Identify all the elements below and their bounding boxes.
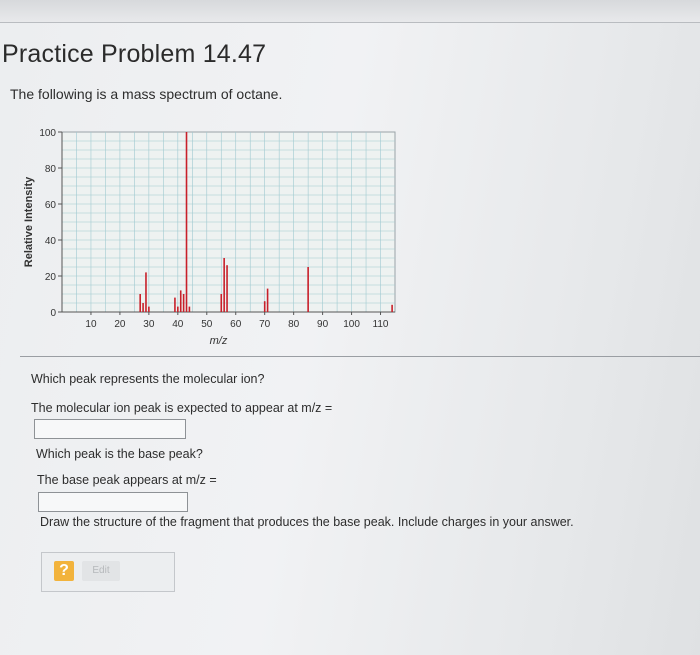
x-tick-label: 80	[288, 319, 300, 330]
problem-intro: The following is a mass spectrum of octa…	[10, 86, 283, 102]
page-title: Practice Problem 14.47	[2, 40, 267, 68]
base-peak-input[interactable]	[38, 492, 188, 512]
x-tick-label: 100	[343, 319, 360, 330]
x-tick-label: 70	[259, 319, 271, 330]
y-tick-label: 20	[45, 272, 57, 283]
x-tick-label: 90	[317, 319, 329, 330]
drawing-tool-panel: ? Edit	[41, 552, 175, 592]
divider	[20, 356, 700, 357]
question-draw-fragment: Draw the structure of the fragment that …	[40, 515, 574, 529]
edit-button[interactable]: Edit	[82, 561, 120, 581]
question-molecular-ion: Which peak represents the molecular ion?	[31, 372, 265, 386]
top-bar	[0, 0, 700, 23]
prompt-base-peak: The base peak appears at m/z =	[37, 473, 217, 487]
mass-spectrum-chart: 0 20 40 60 80 100 10 20 30 40 50 60 70 80 90 100 110 m/z R…	[0, 115, 420, 360]
y-axis-label: Relative Intensity	[23, 176, 35, 267]
molecular-ion-input[interactable]	[34, 419, 186, 439]
x-tick-label: 110	[373, 319, 389, 330]
x-tick-label: 20	[114, 319, 126, 330]
x-tick-label: 40	[172, 319, 184, 330]
x-axis-label: m/z	[210, 335, 228, 347]
y-tick-label: 80	[45, 164, 57, 175]
prompt-molecular-ion: The molecular ion peak is expected to ap…	[31, 401, 333, 415]
y-tick-label: 40	[45, 236, 57, 247]
question-base-peak: Which peak is the base peak?	[36, 447, 203, 461]
x-tick-label: 30	[143, 319, 155, 330]
chart-svg: 0 20 40 60 80 100 10 20 30 40 50 60 70 80 90 100 110 m/z R…	[23, 128, 396, 347]
x-tick-label: 50	[201, 319, 213, 330]
help-button[interactable]: ?	[54, 561, 74, 581]
y-tick-label: 60	[45, 200, 57, 211]
x-tick-label: 10	[85, 319, 97, 330]
y-tick-label: 0	[50, 308, 56, 319]
x-tick-label: 60	[230, 319, 242, 330]
y-tick-label: 100	[39, 128, 56, 139]
